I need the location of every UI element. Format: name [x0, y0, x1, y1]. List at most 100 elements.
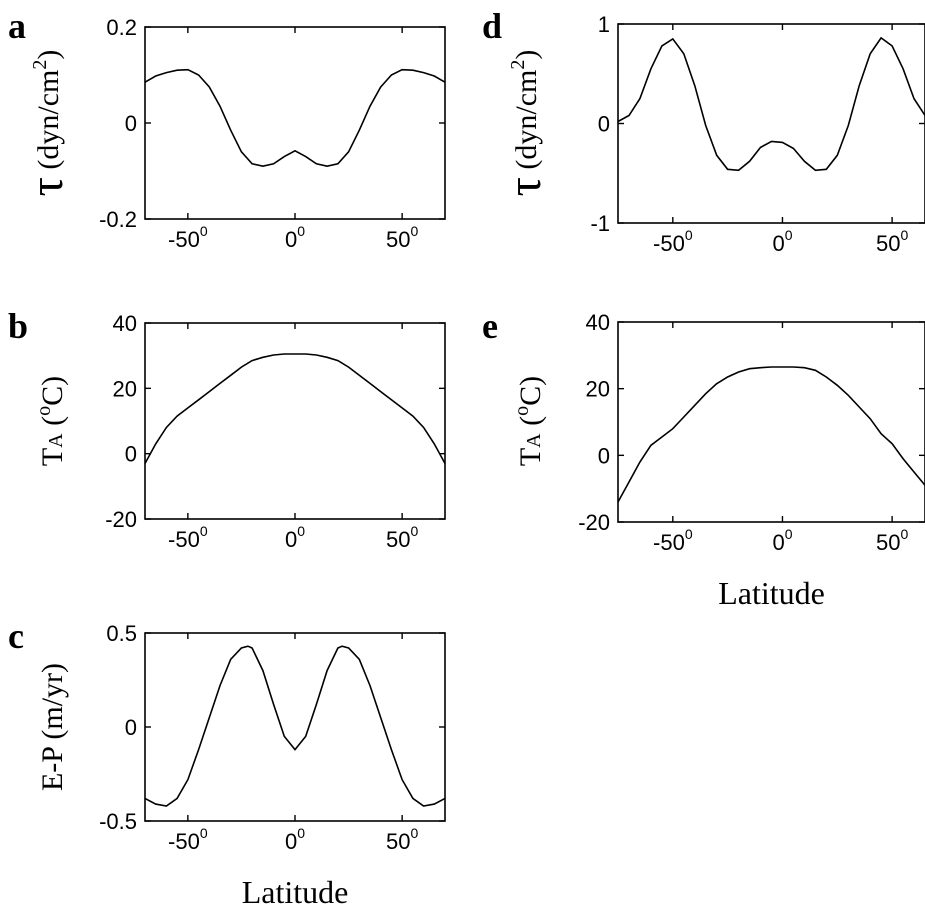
x-tick-degree: 0: [200, 223, 208, 239]
y-axis-label-part: (: [36, 416, 69, 434]
plot-frame: [144, 632, 446, 822]
plot-frame: [617, 23, 925, 224]
x-tick-degree: 0: [200, 523, 208, 539]
y-axis-label: TA (oC): [511, 376, 547, 466]
x-tick-degree: 0: [297, 825, 305, 841]
plot-frame: [144, 26, 446, 220]
y-tick-label: -20: [105, 507, 137, 532]
y-axis-label-part: 2: [507, 60, 529, 70]
x-tick-label: 500: [386, 223, 418, 252]
x-tick-degree: 0: [297, 223, 305, 239]
x-tick-degree: 0: [685, 526, 693, 542]
x-tick-value: 50: [386, 829, 410, 854]
y-tick-label: 0: [125, 442, 137, 467]
panel-label-c: c: [8, 616, 24, 656]
x-tick-label: 500: [876, 227, 908, 256]
y-tick-label: 0: [598, 112, 610, 137]
y-tick-label: 0.2: [106, 15, 137, 40]
y-axis-label-part: E-P (m/yr): [36, 663, 69, 791]
y-tick-label: -1: [590, 211, 610, 236]
x-tick-value: -50: [168, 527, 200, 552]
x-tick-label: -500: [168, 223, 208, 252]
x-tick-value: -50: [168, 829, 200, 854]
x-tick-label: 00: [285, 223, 305, 252]
y-axis-label-part: A: [523, 433, 545, 448]
plot-frame: [617, 321, 925, 523]
y-tick-label: 40: [586, 310, 610, 335]
x-tick-degree: 0: [410, 825, 418, 841]
y-tick-label: 40: [113, 311, 137, 336]
x-tick-degree: 0: [785, 526, 793, 542]
series-line: [144, 645, 446, 807]
y-tick-label: 0: [125, 111, 137, 136]
y-axis-label: τ (dyn/cm2): [498, 50, 551, 197]
y-tick-label: 0: [598, 443, 610, 468]
y-axis-label-part: τ: [20, 177, 73, 196]
y-axis-label-part: τ: [498, 177, 551, 196]
panel-label-d: d: [482, 6, 502, 46]
x-tick-value: 50: [876, 231, 900, 256]
x-tick-label: 00: [285, 825, 305, 854]
x-tick-label: 500: [386, 825, 418, 854]
x-tick-value: -50: [653, 231, 685, 256]
x-tick-label: -500: [653, 227, 693, 256]
x-tick-degree: 0: [200, 825, 208, 841]
y-tick-label: 1: [598, 12, 610, 37]
x-tick-label: 00: [285, 523, 305, 552]
x-tick-value: 0: [772, 530, 784, 555]
panel-label-b: b: [8, 306, 28, 346]
series-line: [617, 36, 925, 172]
x-tick-degree: 0: [685, 227, 693, 243]
y-tick-label: 20: [586, 377, 610, 402]
x-tick-value: 50: [876, 530, 900, 555]
y-axis-label: τ (dyn/cm2): [20, 50, 73, 197]
series-line: [144, 68, 446, 168]
x-tick-degree: 0: [410, 523, 418, 539]
x-tick-degree: 0: [410, 223, 418, 239]
x-tick-value: 0: [772, 231, 784, 256]
y-axis-label-part: o: [33, 406, 55, 416]
x-axis-label: Latitude: [718, 575, 825, 611]
x-tick-degree: 0: [900, 526, 908, 542]
x-tick-label: -500: [168, 825, 208, 854]
y-axis-label-part: (dyn/cm: [32, 70, 65, 177]
x-tick-degree: 0: [785, 227, 793, 243]
y-tick-label: 0.5: [106, 621, 137, 646]
y-axis-label: E-P (m/yr): [36, 663, 69, 791]
y-axis-label-part: (dyn/cm: [510, 70, 543, 177]
x-tick-label: 00: [772, 526, 792, 555]
y-axis-label-part: A: [45, 433, 67, 448]
x-tick-label: 500: [876, 526, 908, 555]
plot-frame: [144, 322, 446, 520]
series-line: [144, 353, 446, 464]
x-tick-value: -50: [168, 227, 200, 252]
y-axis-label-part: T: [36, 448, 69, 466]
y-axis-label-part: C): [36, 376, 69, 406]
x-tick-value: 50: [386, 227, 410, 252]
y-tick-label: 0: [125, 715, 137, 740]
x-tick-value: 0: [285, 527, 297, 552]
y-tick-label: 20: [113, 376, 137, 401]
y-axis-label-part: o: [511, 406, 533, 416]
y-axis-label: TA (oC): [33, 376, 69, 466]
x-tick-value: -50: [653, 530, 685, 555]
x-tick-label: -500: [168, 523, 208, 552]
x-tick-value: 0: [285, 829, 297, 854]
x-tick-value: 0: [285, 227, 297, 252]
y-axis-label-part: (: [514, 416, 547, 434]
x-tick-degree: 0: [297, 523, 305, 539]
x-tick-label: -500: [653, 526, 693, 555]
y-axis-label-part: C): [514, 376, 547, 406]
x-tick-degree: 0: [900, 227, 908, 243]
x-tick-label: 00: [772, 227, 792, 256]
y-tick-label: -20: [578, 510, 610, 535]
y-tick-label: -0.5: [99, 809, 137, 834]
panel-label-a: a: [8, 6, 26, 46]
panel-label-e: e: [482, 306, 498, 346]
y-tick-label: -0.2: [99, 207, 137, 232]
